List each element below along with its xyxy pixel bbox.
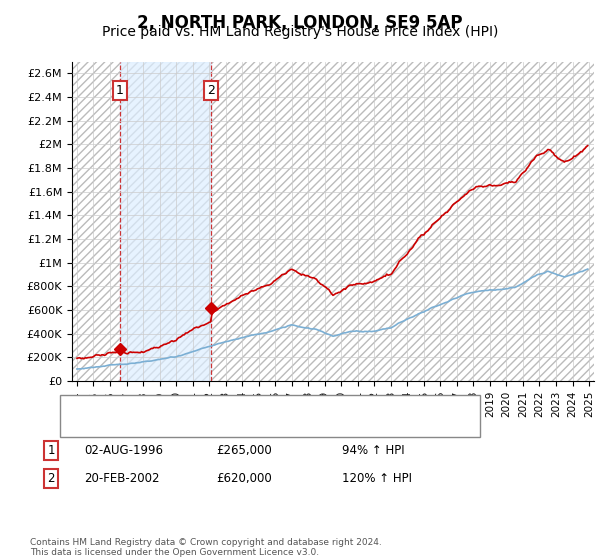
Text: 2, NORTH PARK, LONDON, SE9 5AP: 2, NORTH PARK, LONDON, SE9 5AP [137,14,463,32]
Text: 2: 2 [208,84,215,97]
Text: 1: 1 [47,444,55,458]
Text: 20-FEB-2002: 20-FEB-2002 [84,472,160,486]
Text: 02-AUG-1996: 02-AUG-1996 [84,444,163,458]
Text: 1: 1 [116,84,124,97]
Text: Contains HM Land Registry data © Crown copyright and database right 2024.
This d: Contains HM Land Registry data © Crown c… [30,538,382,557]
Text: Price paid vs. HM Land Registry's House Price Index (HPI): Price paid vs. HM Land Registry's House … [102,25,498,39]
Bar [119,62,211,381]
Text: £620,000: £620,000 [216,472,272,486]
Text: HPI: Average price, detached house, Greenwich: HPI: Average price, detached house, Gree… [99,421,365,431]
Text: 120% ↑ HPI: 120% ↑ HPI [342,472,412,486]
Text: £265,000: £265,000 [216,444,272,458]
Text: 2, NORTH PARK, LONDON, SE9 5AP (detached house): 2, NORTH PARK, LONDON, SE9 5AP (detached… [99,401,395,411]
Text: 2: 2 [47,472,55,486]
Text: 94% ↑ HPI: 94% ↑ HPI [342,444,404,458]
